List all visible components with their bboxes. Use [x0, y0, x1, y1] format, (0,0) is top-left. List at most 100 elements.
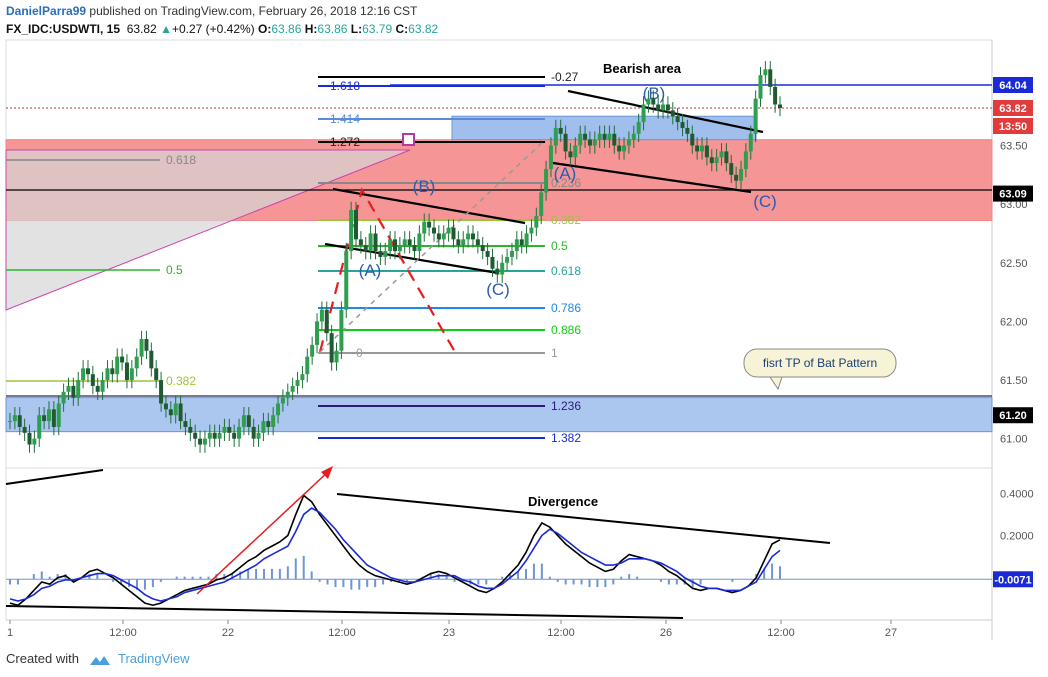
candle-body[interactable] — [363, 245, 368, 252]
candle-body[interactable] — [431, 227, 436, 234]
candle-body[interactable] — [690, 133, 695, 146]
candle-body[interactable] — [729, 163, 734, 175]
candle-body[interactable] — [665, 104, 670, 111]
candle-body[interactable] — [685, 127, 690, 134]
candle-body[interactable] — [129, 368, 134, 381]
candle-body[interactable] — [407, 239, 412, 246]
candle-body[interactable] — [646, 98, 651, 105]
candle-body[interactable] — [578, 133, 583, 146]
candle-body[interactable] — [422, 221, 427, 234]
tradingview-link[interactable]: TradingView — [118, 651, 190, 666]
candle-body[interactable] — [37, 415, 42, 439]
candle-body[interactable] — [592, 139, 597, 146]
candle-body[interactable] — [217, 432, 222, 439]
candle-body[interactable] — [773, 86, 778, 105]
candle-body[interactable] — [509, 251, 514, 257]
candle-body[interactable] — [251, 426, 256, 439]
candle-body[interactable] — [358, 239, 363, 246]
candle-body[interactable] — [480, 245, 485, 252]
candle-body[interactable] — [315, 321, 320, 345]
candle-body[interactable] — [470, 233, 475, 240]
candle-body[interactable] — [553, 127, 558, 146]
candle-body[interactable] — [300, 374, 305, 381]
candle-body[interactable] — [168, 409, 173, 416]
candle-body[interactable] — [105, 368, 110, 381]
candle-body[interactable] — [373, 233, 378, 252]
candle-body[interactable] — [743, 151, 748, 169]
candle-body[interactable] — [748, 133, 753, 152]
candle-body[interactable] — [237, 426, 242, 439]
candle-body[interactable] — [539, 192, 544, 216]
candle-body[interactable] — [583, 133, 588, 140]
candle-body[interactable] — [66, 385, 71, 392]
candle-body[interactable] — [95, 385, 100, 392]
candle-body[interactable] — [412, 245, 417, 252]
candle-body[interactable] — [261, 421, 266, 433]
candle-body[interactable] — [709, 157, 714, 164]
candle-body[interactable] — [51, 409, 56, 427]
candle-body[interactable] — [56, 403, 61, 427]
candle-body[interactable] — [120, 356, 125, 363]
candle-body[interactable] — [436, 233, 441, 240]
price-pane[interactable] — [5, 39, 993, 469]
candle-body[interactable] — [680, 122, 685, 128]
candle-body[interactable] — [641, 104, 646, 123]
candle-body[interactable] — [524, 233, 529, 246]
candle-body[interactable] — [602, 133, 607, 140]
candle-body[interactable] — [500, 262, 505, 275]
candle-body[interactable] — [568, 151, 573, 158]
candle-body[interactable] — [81, 368, 86, 381]
candle-body[interactable] — [456, 239, 461, 246]
candle-body[interactable] — [329, 333, 334, 363]
candle-body[interactable] — [354, 210, 359, 240]
candle-body[interactable] — [714, 157, 719, 164]
candle-body[interactable] — [427, 221, 432, 228]
candle-body[interactable] — [124, 362, 129, 381]
candle-body[interactable] — [32, 438, 37, 445]
candle-body[interactable] — [266, 421, 271, 427]
candle-body[interactable] — [695, 145, 700, 152]
candle-body[interactable] — [446, 227, 451, 234]
candle-body[interactable] — [466, 233, 471, 240]
candle-body[interactable] — [90, 374, 95, 386]
candle-body[interactable] — [61, 391, 66, 404]
candle-body[interactable] — [85, 368, 90, 375]
macd-pane[interactable] — [5, 467, 993, 621]
candle-body[interactable] — [193, 432, 198, 439]
tp-callout-box[interactable] — [743, 348, 897, 378]
momentum-arrow[interactable] — [196, 469, 331, 595]
candle-body[interactable] — [753, 98, 758, 134]
author-name[interactable]: DanielParra99 — [6, 4, 87, 18]
candle-body[interactable] — [519, 239, 524, 246]
candle-body[interactable] — [349, 210, 354, 252]
candle-body[interactable] — [290, 385, 295, 392]
candle-body[interactable] — [154, 368, 159, 381]
candle-body[interactable] — [558, 127, 563, 134]
candle-body[interactable] — [76, 380, 81, 398]
candle-body[interactable] — [319, 309, 324, 322]
candle-body[interactable] — [368, 233, 373, 252]
candle-body[interactable] — [587, 139, 592, 146]
candle-body[interactable] — [631, 133, 636, 140]
candle-body[interactable] — [393, 239, 397, 252]
candle-body[interactable] — [159, 380, 164, 404]
candle-body[interactable] — [183, 421, 188, 427]
candle-body[interactable] — [607, 133, 612, 140]
divergence-top-line[interactable] — [336, 493, 831, 544]
candle-body[interactable] — [451, 227, 456, 240]
candle-body[interactable] — [8, 421, 12, 423]
candle-body[interactable] — [149, 350, 154, 369]
channel-line[interactable] — [324, 242, 499, 275]
candle-body[interactable] — [139, 339, 144, 357]
candle-body[interactable] — [417, 233, 422, 252]
candle-body[interactable] — [188, 426, 193, 433]
candle-body[interactable] — [324, 309, 329, 334]
channel-line[interactable] — [332, 187, 526, 225]
candle-body[interactable] — [548, 145, 553, 169]
candle-body[interactable] — [724, 151, 729, 164]
candle-body[interactable] — [339, 309, 344, 351]
candle-body[interactable] — [563, 133, 568, 152]
divergence-bottom-line[interactable] — [5, 605, 684, 619]
candle-body[interactable] — [495, 268, 500, 275]
